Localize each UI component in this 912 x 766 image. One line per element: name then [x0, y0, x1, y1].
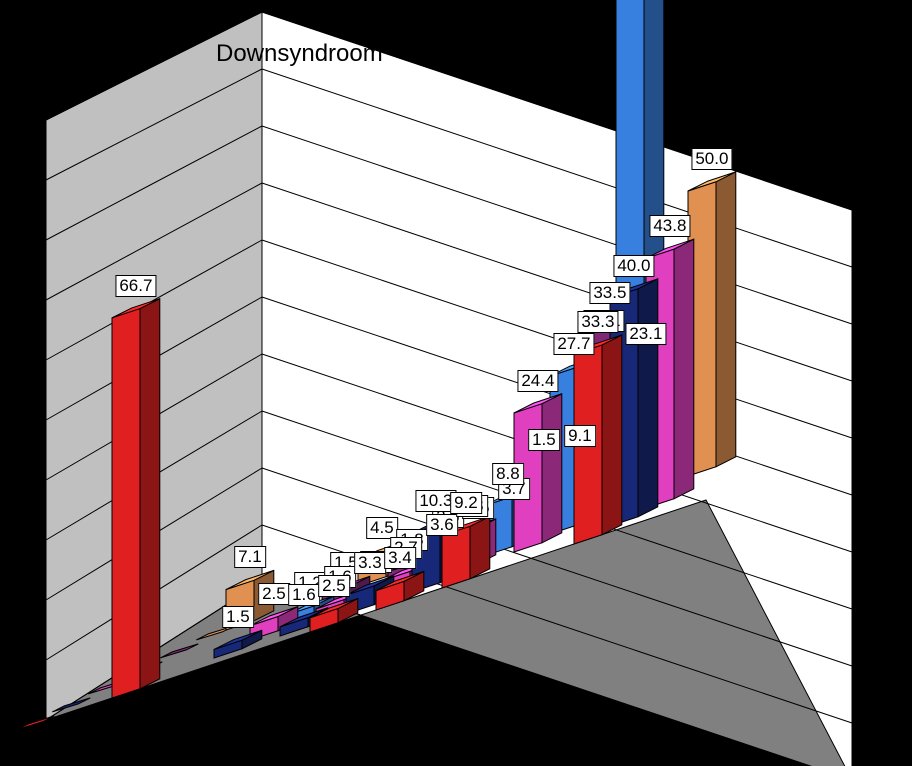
- bar-value-label: 9.2: [450, 492, 482, 514]
- bar-value-label: 8.8: [492, 463, 524, 485]
- bar-value-label: 1.5: [528, 429, 560, 451]
- bar-value-label: 33.3: [577, 311, 618, 333]
- bar-value-label: 23.1: [625, 323, 666, 345]
- bar-value-label: 4.5: [366, 517, 398, 539]
- chart-svg: [0, 0, 912, 766]
- bar-value-label: 66.7: [115, 275, 156, 297]
- bar-value-label: 1.5: [222, 606, 254, 628]
- bar-value-label: 50.0: [691, 148, 732, 170]
- bar-value-label: 1.6: [288, 584, 320, 606]
- bar-value-label: 33.5: [589, 282, 630, 304]
- bar-value-label: 3.4: [384, 547, 416, 569]
- bar-value-label: 3.3: [354, 552, 386, 574]
- bar-value-label: 24.4: [517, 370, 558, 392]
- bar-value-label: 43.8: [649, 215, 690, 237]
- bar-value-label: 7.1: [234, 546, 266, 568]
- bar-value-label: 27.7: [553, 333, 594, 355]
- bar-value-label: 3.6: [426, 514, 458, 536]
- bar-value-label: 2.5: [258, 583, 290, 605]
- chart-title: Downsyndroom: [216, 40, 383, 68]
- bar-value-label: 9.1: [564, 425, 596, 447]
- bar-value-label: 2.5: [318, 575, 350, 597]
- bar-value-label: 40.0: [613, 255, 654, 277]
- chart-3d-bar: 7.14.52.63.79.123.150.01.51.83.51.533.51…: [0, 0, 912, 766]
